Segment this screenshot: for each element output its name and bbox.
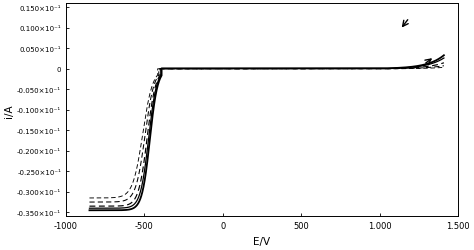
Y-axis label: i/A: i/A xyxy=(4,104,14,117)
X-axis label: E/V: E/V xyxy=(254,236,271,246)
